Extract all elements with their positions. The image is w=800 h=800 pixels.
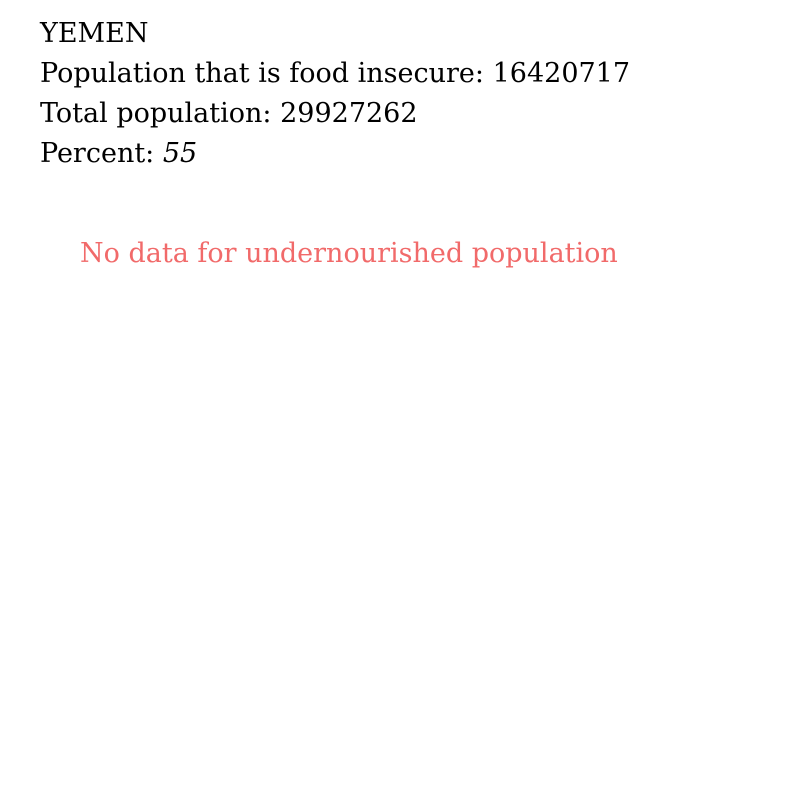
country-info-panel: YEMEN Population that is food insecure: … <box>40 14 760 174</box>
food-insecure-label: Population that is food insecure: <box>40 58 485 89</box>
food-insecure-row: Population that is food insecure: 164207… <box>40 54 760 94</box>
percent-label: Percent: <box>40 138 155 169</box>
no-data-message: No data for undernourished population <box>80 238 618 269</box>
food-insecure-value: 16420717 <box>492 58 631 89</box>
percent-row: Percent: 55 <box>40 134 760 174</box>
country-name: YEMEN <box>40 18 149 49</box>
total-population-label: Total population: <box>40 98 272 129</box>
total-population-row: Total population: 29927262 <box>40 94 760 134</box>
percent-value: 55 <box>162 138 198 169</box>
total-population-value: 29927262 <box>280 98 418 129</box>
